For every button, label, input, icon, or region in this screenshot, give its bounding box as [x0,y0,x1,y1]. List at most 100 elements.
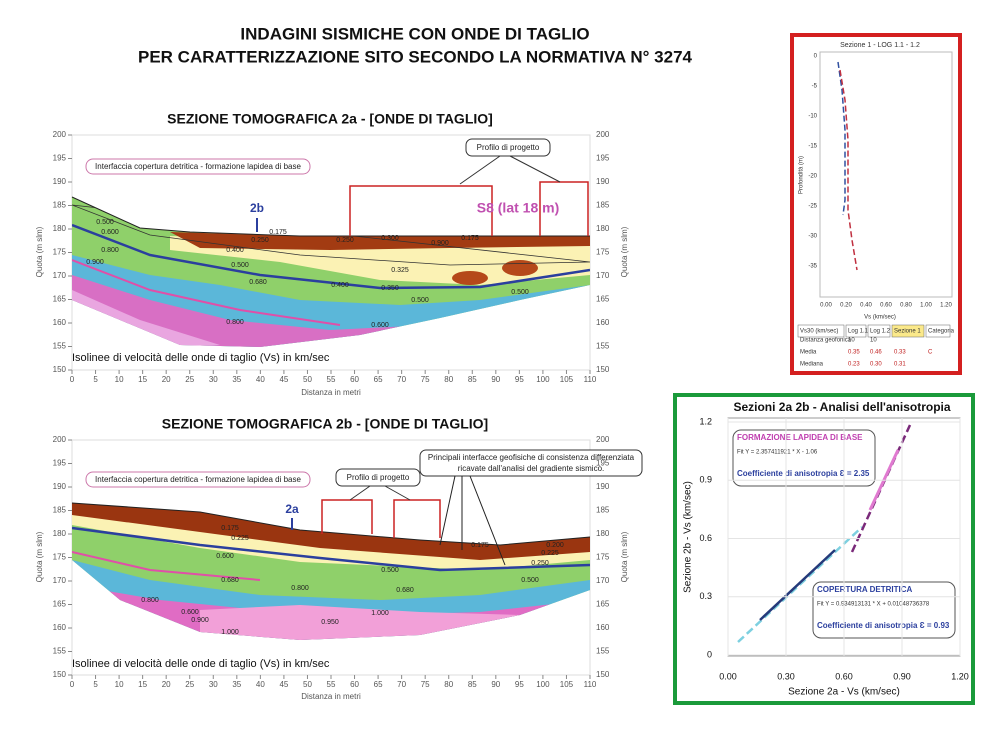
y-tick-label: 185 [53,201,67,210]
contour-label: 0.680 [221,577,239,584]
table-cell: 0.33 [894,350,906,356]
y-tick-label: -25 [808,204,817,210]
y-tick-label: 175 [53,248,67,257]
arrow [459,155,561,185]
x-tick-label: 0.90 [893,671,911,681]
y-tick-label: 160 [596,318,610,327]
log-panel: Sezione 1 - LOG 1.1 - 1.2 Vs (km/sec) Pr… [790,33,962,375]
contour-label: 0.250 [531,560,549,567]
x-tick-label: 30 [209,375,218,384]
y-tick-label: 0.3 [699,591,712,601]
x-tick-label: 65 [374,680,383,689]
y-tick-label: 155 [53,647,67,656]
y-tick-label: 180 [596,224,610,233]
log-line [837,61,846,216]
x-tick-label: 1.20 [951,671,969,681]
contour-label: 1.000 [371,610,389,617]
contour-label: 1.000 [221,629,239,636]
y-tick-label: 0 [814,54,818,60]
y-tick-label: -10 [808,114,817,120]
well-label: S8 (lat 18 m) [477,200,559,216]
y-tick-label: 190 [53,177,67,186]
x-tick-label: 70 [397,375,406,384]
y-tick-label: 190 [596,177,610,186]
y-axis-label: Quota (m slm) [35,226,44,277]
x-tick-label: 30 [209,680,218,689]
y-tick-label: 175 [53,553,67,562]
table-cell: 0.46 [870,350,882,356]
callout [335,468,421,487]
section-2a: SEZIONE TOMOGRAFICA 2a - [ONDE DI TAGLIO… [35,111,629,397]
y-tick-label: 200 [596,435,610,444]
contour-label: 0.900 [431,240,449,247]
contour-label: 0.175 [471,542,489,549]
box-text: Coefficiente di anisotropia Ɛ = 2.35 [737,469,870,478]
contour-label: 0.200 [546,542,564,549]
y-tick-label: 200 [53,130,67,139]
box-title: FORMAZIONE LAPIDEA DI BASE [737,433,863,442]
y-tick-label: 190 [596,482,610,491]
x-tick-label: 105 [560,375,574,384]
y-tick-label: 150 [53,365,67,374]
table-cell: Media [800,350,817,356]
contour-label: 0.500 [521,577,539,584]
borehole-label: 2b [250,201,264,215]
x-tick-label: 90 [491,375,500,384]
fit-line [737,526,863,643]
x-tick-label: 15 [138,375,147,384]
contour-label: 0.300 [381,235,399,242]
y-tick-label: 160 [53,623,67,632]
contour-labels: 0.1750.2250.6000.6800.8000.6000.9001.000… [141,525,564,636]
x-tick-label: 75 [421,375,430,384]
x-tick-label: 0.30 [777,671,795,681]
table-header: Vs30 (km/sec) [800,329,838,335]
x-tick-label: 60 [350,375,359,384]
contour-label: 0.500 [231,262,249,269]
table: Vs30 (km/sec) Log 1.1 Log 1.2 Sezione 1 Cate… [797,324,955,368]
callout-text: Profilo di progetto [347,473,410,482]
table-cell: 0.35 [848,350,860,356]
contour-label: 0.250 [251,237,269,244]
y-tick-label: 195 [53,459,67,468]
contour-label: 0.500 [96,219,114,226]
x-tick-label: 0.00 [820,303,832,309]
contour-label: 0.225 [231,535,249,542]
x-tick-label: 20 [162,375,171,384]
table-cell: Distanza geofonica [800,338,852,344]
x-tick-label: 40 [256,375,265,384]
contour-label: 0.600 [216,553,234,560]
table-cell: 10 [870,338,877,344]
contour-label: 0.325 [391,267,409,274]
data-line [759,549,836,621]
box-text: Fit Y = 2.357411921 * X - 1.06 [737,450,818,456]
x-tick-label: 20 [162,680,171,689]
log-line [839,69,858,271]
x-tick-label: 10 [115,680,124,689]
contour-label: 0.175 [269,229,287,236]
callout [419,449,643,477]
section-2b: SEZIONE TOMOGRAFICA 2b - [ONDE DI TAGLIO… [35,416,643,701]
x-tick-label: 15 [138,680,147,689]
x-axis-label: Distanza in metri [301,388,361,397]
callout [732,429,876,487]
x-tick-label: 0.60 [835,671,853,681]
y-tick-label: 185 [53,506,67,515]
x-tick-label: 0.20 [840,303,852,309]
x-tick-label: 45 [279,680,288,689]
y-tick-label: 160 [53,318,67,327]
plot-frame [819,51,953,298]
y-tick-label: 0.6 [699,533,712,543]
y-axis-label: Quota (m slm) [620,531,629,582]
y-tick-label: 150 [596,670,610,679]
callout-text: Profilo di progetto [477,143,540,152]
y-tick-label: -15 [808,144,817,150]
anisotropy-panel: Sezioni 2a 2b - Analisi dell'anisotropia… [673,393,975,705]
y-tick-label: 150 [596,365,610,374]
x-tick-label: 10 [115,375,124,384]
x-tick-label: 40 [256,680,265,689]
y-tick-label: 150 [53,670,67,679]
y-tick-label: 180 [596,529,610,538]
table-cell: 0.30 [870,362,882,368]
y-tick-label: -20 [808,174,817,180]
y-tick-label: 1.2 [699,416,712,426]
